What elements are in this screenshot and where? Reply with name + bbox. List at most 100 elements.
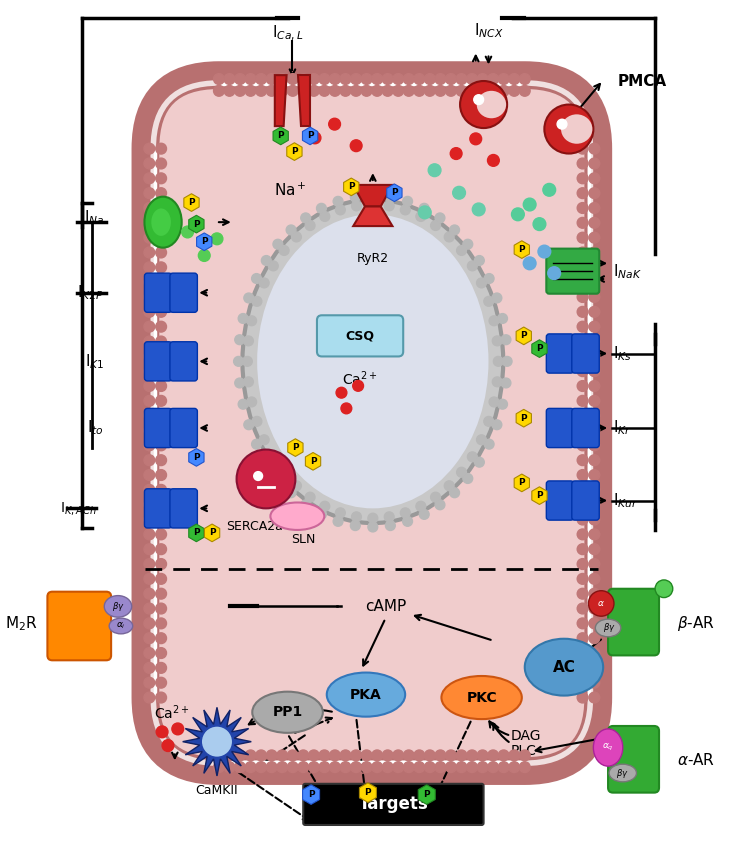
- Text: P: P: [307, 132, 314, 140]
- Circle shape: [238, 399, 248, 409]
- Circle shape: [577, 187, 588, 199]
- Circle shape: [499, 74, 509, 85]
- Polygon shape: [298, 75, 310, 126]
- Circle shape: [393, 74, 404, 85]
- Text: DAG: DAG: [511, 728, 542, 743]
- Circle shape: [144, 677, 155, 688]
- Polygon shape: [387, 184, 402, 201]
- Circle shape: [336, 508, 345, 518]
- Circle shape: [251, 439, 262, 449]
- Text: I$_{NaK}$: I$_{NaK}$: [613, 262, 642, 281]
- Circle shape: [431, 492, 441, 502]
- Circle shape: [499, 762, 509, 772]
- Circle shape: [244, 419, 254, 430]
- Circle shape: [245, 74, 256, 85]
- Circle shape: [341, 403, 352, 413]
- Polygon shape: [344, 178, 359, 196]
- Circle shape: [237, 449, 295, 508]
- Circle shape: [463, 240, 473, 249]
- Circle shape: [557, 119, 567, 129]
- Text: P: P: [391, 188, 398, 197]
- Polygon shape: [303, 127, 318, 145]
- Circle shape: [330, 750, 341, 761]
- Circle shape: [533, 217, 546, 230]
- Circle shape: [474, 457, 484, 467]
- Circle shape: [224, 762, 235, 772]
- Circle shape: [577, 648, 588, 658]
- Circle shape: [577, 544, 588, 555]
- Circle shape: [317, 204, 326, 213]
- Circle shape: [489, 316, 499, 325]
- Circle shape: [156, 173, 167, 184]
- Circle shape: [509, 74, 520, 85]
- Circle shape: [352, 512, 361, 522]
- Circle shape: [523, 198, 536, 211]
- Circle shape: [523, 257, 536, 270]
- Circle shape: [351, 74, 361, 85]
- Circle shape: [543, 183, 556, 196]
- Circle shape: [425, 762, 435, 772]
- Circle shape: [589, 262, 599, 273]
- Circle shape: [156, 529, 167, 540]
- Circle shape: [488, 762, 499, 772]
- Circle shape: [589, 247, 599, 258]
- Circle shape: [450, 225, 460, 235]
- Circle shape: [286, 225, 296, 235]
- Circle shape: [319, 750, 330, 761]
- Circle shape: [262, 256, 271, 265]
- Circle shape: [350, 193, 360, 202]
- Text: P: P: [536, 491, 543, 500]
- Circle shape: [156, 726, 168, 738]
- Circle shape: [577, 203, 588, 213]
- FancyBboxPatch shape: [572, 334, 599, 373]
- Circle shape: [330, 74, 341, 85]
- Circle shape: [484, 417, 493, 426]
- Circle shape: [156, 217, 167, 229]
- Circle shape: [336, 205, 345, 215]
- Circle shape: [416, 211, 425, 222]
- Circle shape: [279, 246, 289, 255]
- Circle shape: [577, 574, 588, 585]
- Circle shape: [435, 74, 446, 85]
- FancyBboxPatch shape: [145, 75, 598, 771]
- Circle shape: [382, 750, 393, 761]
- Circle shape: [444, 232, 454, 242]
- Polygon shape: [287, 143, 302, 160]
- Circle shape: [292, 481, 301, 490]
- Circle shape: [489, 397, 499, 407]
- Ellipse shape: [477, 91, 506, 118]
- Text: Na$^+$: Na$^+$: [274, 182, 307, 199]
- Circle shape: [404, 750, 414, 761]
- Polygon shape: [516, 327, 531, 345]
- Circle shape: [156, 455, 167, 466]
- Polygon shape: [184, 193, 199, 211]
- Circle shape: [368, 514, 378, 523]
- Polygon shape: [353, 206, 393, 226]
- Circle shape: [474, 256, 484, 265]
- FancyBboxPatch shape: [546, 481, 574, 520]
- Circle shape: [156, 203, 167, 213]
- Circle shape: [463, 473, 473, 484]
- Polygon shape: [360, 783, 376, 802]
- Circle shape: [198, 250, 210, 261]
- Circle shape: [256, 74, 267, 85]
- Text: cAMP: cAMP: [365, 599, 406, 614]
- Ellipse shape: [561, 115, 592, 144]
- Circle shape: [589, 470, 599, 480]
- Circle shape: [156, 336, 167, 347]
- Circle shape: [589, 143, 599, 154]
- Circle shape: [498, 313, 507, 324]
- Circle shape: [235, 378, 245, 388]
- Circle shape: [420, 204, 429, 213]
- Text: P: P: [423, 790, 430, 800]
- Circle shape: [457, 246, 466, 255]
- Text: PKC: PKC: [466, 691, 497, 704]
- Circle shape: [144, 381, 155, 391]
- Circle shape: [498, 399, 507, 409]
- Text: P: P: [292, 443, 299, 452]
- Ellipse shape: [105, 596, 132, 617]
- Text: P: P: [536, 344, 543, 354]
- Circle shape: [144, 366, 155, 377]
- Circle shape: [144, 321, 155, 332]
- Circle shape: [444, 481, 454, 490]
